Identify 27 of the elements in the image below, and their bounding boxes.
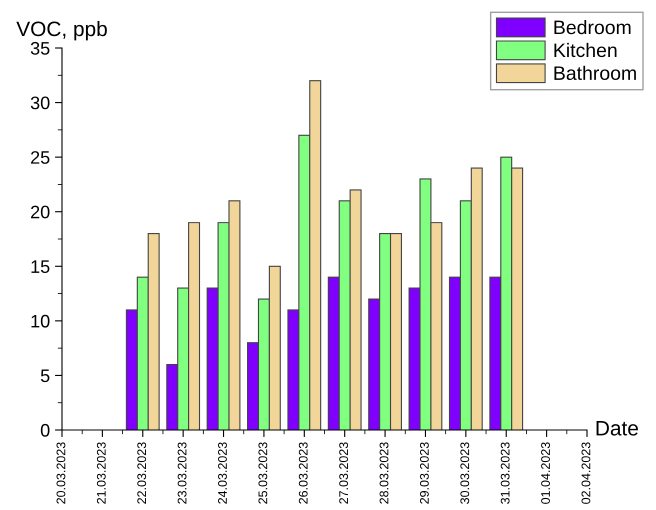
y-tick-label: 20 — [31, 206, 50, 218]
x-tick-label: 21.03.2023 — [96, 442, 106, 504]
y-tick-label: 35 — [30, 42, 50, 55]
y-tick-label: 10 — [31, 314, 50, 328]
y-tick-label: 15 — [31, 260, 50, 274]
y-tick-label: 0 — [40, 424, 50, 437]
x-tick-label: 23.03.2023 — [178, 442, 187, 504]
y-tick-label: 5 — [40, 370, 50, 382]
x-tick-label: 24.03.2023 — [218, 442, 227, 504]
x-tick-label: 01.04.2023 — [541, 442, 550, 504]
x-tick-label: 26.03.2023 — [298, 442, 308, 504]
legend-label: Bathroom — [554, 66, 636, 80]
y-axis-title: VOC, ppb — [16, 20, 107, 40]
x-tick-label: 27.03.2023 — [339, 442, 348, 504]
y-tick-label: 30 — [30, 96, 50, 110]
x-tick-label: 30.03.2023 — [460, 442, 470, 504]
x-tick-label: 31.03.2023 — [500, 442, 510, 504]
x-tick-label: 25.03.2023 — [258, 442, 268, 504]
x-tick-label: 28.03.2023 — [380, 442, 388, 504]
legend-label: Bedroom — [554, 20, 630, 34]
legend-label: Kitchen — [554, 42, 616, 58]
x-tick-label: 22.03.2023 — [137, 442, 146, 504]
x-tick-label: 02.04.2023 — [582, 442, 590, 504]
x-tick-label: 20.03.2023 — [56, 442, 66, 504]
x-tick-label: 29.03.2023 — [420, 442, 429, 504]
y-tick-label: 25 — [31, 151, 50, 164]
x-axis-title: Date — [596, 421, 638, 436]
